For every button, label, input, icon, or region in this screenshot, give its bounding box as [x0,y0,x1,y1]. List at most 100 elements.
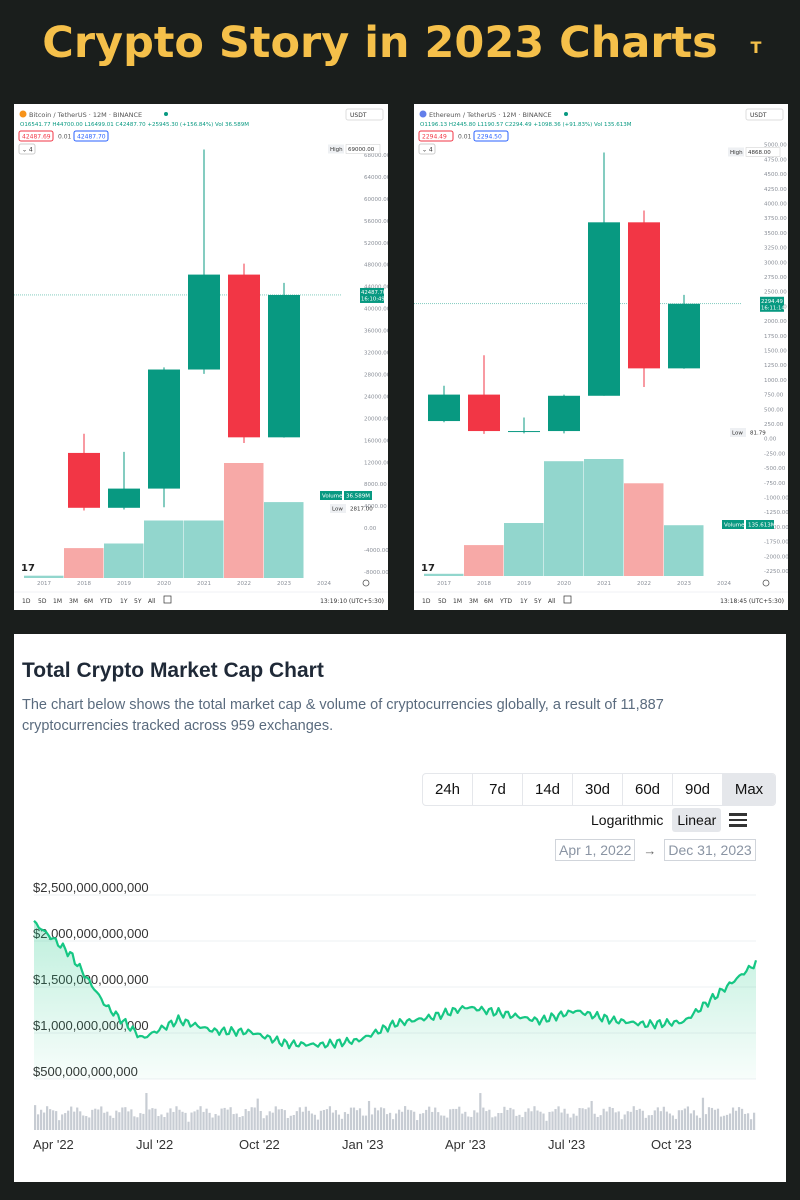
timeframe-button[interactable]: 1D [22,598,31,605]
volume-bar [175,1106,178,1130]
high-label: High [330,147,343,153]
timeframe-button[interactable]: 3M [469,598,478,605]
price-axis-label: 4750.00 [764,157,787,163]
last-price-box [360,287,384,303]
x-axis-label: Apr '23 [445,1137,486,1152]
high-tag-box [728,147,744,157]
date-to-input[interactable]: Dec 31, 2023 [664,839,756,861]
timeframe-button[interactable]: 3M [69,598,78,605]
timeframe-button[interactable]: 1M [53,598,62,605]
eth-chart-panel[interactable]: Ethereum / TetherUS · 12M · BINANCE O1196… [414,104,788,610]
range-tab-90d[interactable]: 90d [673,774,723,805]
year-label: 2021 [197,581,211,587]
price-axis-label: 56000.00 [364,219,388,225]
range-tab-30d[interactable]: 30d [573,774,623,805]
volume-bar [395,1113,398,1130]
volume-value-box [746,520,774,529]
volume-bar [668,1113,671,1130]
timeframe-button[interactable]: 6M [484,598,493,605]
volume-bar [247,1111,250,1130]
volume-bar [103,1112,106,1130]
market-cap-panel: Total Crypto Market Cap Chart The chart … [14,634,786,1182]
candle-body [468,394,500,432]
price-axis-label: -1750.00 [764,540,788,546]
timeframe-button[interactable]: 5Y [134,598,142,605]
volume-bar [416,1120,419,1130]
timeframe-button[interactable]: All [148,598,156,605]
btc-chart-panel[interactable]: Bitcoin / TetherUS · 12M · BINANCE O16541… [14,104,388,610]
price-axis-label: 2750.00 [764,275,787,281]
timeframe-button[interactable]: 5Y [534,598,542,605]
x-axis-label: Jul '23 [548,1137,585,1152]
volume-bar [352,1107,356,1130]
market-cap-area-chart[interactable]: $2,500,000,000,000$2,000,000,000,000$1,5… [14,634,786,1182]
scale-linear-button[interactable]: Linear [672,808,722,832]
timeframe-button[interactable]: 1D [422,598,431,605]
volume-bar [443,1115,446,1130]
volume-bar [602,1108,605,1130]
timeframe-button[interactable]: 6M [84,598,93,605]
eth-candlestick-chart[interactable]: Ethereum / TetherUS · 12M · BINANCE O1196… [414,104,788,610]
volume-bar [112,1117,115,1130]
timeframe-button[interactable]: 5D [438,598,447,605]
volume-bar [611,1108,614,1130]
range-tab-14d[interactable]: 14d [523,774,573,805]
price-axis-label: 2500.00 [764,290,787,296]
volume-bar [536,1110,539,1130]
last-price-box [760,296,784,312]
candle-body [268,294,300,438]
volume-bar [512,1109,515,1130]
scale-logarithmic-button[interactable]: Logarithmic [591,812,664,828]
timeframe-button[interactable]: YTD [99,598,112,605]
volume-bar [310,1113,313,1130]
volume-bar [509,1107,512,1130]
timeframe-button[interactable]: 1Y [120,598,128,605]
buy-price-box [473,130,509,142]
price-axis-label: 1000.00 [764,378,787,384]
range-tab-max[interactable]: Max [723,774,775,805]
range-tab-24h[interactable]: 24h [423,774,473,805]
timeframe-button[interactable]: 5D [38,598,47,605]
price-axis-label: 0.00 [364,526,377,532]
volume-bar [136,1117,139,1130]
volume-bar [554,1109,557,1130]
year-label: 2017 [37,581,51,587]
timeframe-button[interactable]: 1M [453,598,462,605]
volume-bar [398,1109,401,1130]
volume-bar [214,1114,217,1130]
year-label: 2023 [677,581,691,587]
timeframe-button[interactable]: 1Y [520,598,528,605]
range-tab-60d[interactable]: 60d [623,774,673,805]
volume-bar [49,1109,52,1130]
volume-bar [100,1106,103,1130]
btc-candlestick-chart[interactable]: Bitcoin / TetherUS · 12M · BINANCE O16541… [14,104,388,610]
range-tab-7d[interactable]: 7d [473,774,523,805]
volume-bar [575,1115,578,1130]
tick-size: 0.01 [458,134,472,141]
volume-bar [653,1110,656,1130]
volume-bar [385,1114,389,1130]
volume-bar [376,1110,380,1130]
volume-bar [304,1106,307,1130]
volume-bar [316,1119,319,1130]
date-from-input[interactable]: Apr 1, 2022 [555,839,636,861]
volume-bar [671,1115,674,1130]
settings-gear-icon [362,579,370,587]
hamburger-menu-icon[interactable] [729,813,748,827]
volume-bar [596,1116,599,1130]
volume-bar [148,1109,151,1130]
timeframe-button[interactable]: YTD [499,598,512,605]
volume-bar [473,1110,476,1130]
volume-bar [193,1111,196,1130]
price-axis-label: 60000.00 [364,197,388,203]
volume-bar [355,1110,359,1130]
volume-bar [94,1108,97,1130]
volume-bar [737,1107,741,1130]
timeframe-button[interactable]: All [548,598,556,605]
volume-bar [674,1118,677,1130]
volume-bar [184,1112,187,1130]
volume-bar [719,1116,723,1130]
year-label: 2017 [437,581,451,587]
price-axis-label: 68000.00 [364,153,388,159]
volume-bar [24,575,64,578]
